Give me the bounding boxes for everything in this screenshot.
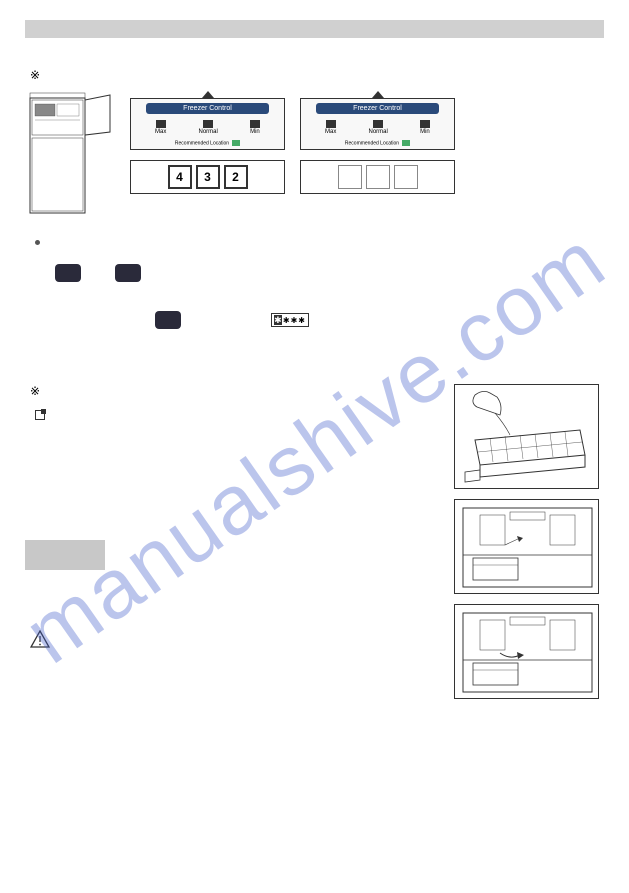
panel-b-max-text: Max [325,129,336,135]
dark-chip-3 [155,311,181,329]
header-bar [25,20,604,38]
num-box-a-1: 3 [196,165,220,189]
ice-tray-illustration [454,384,599,489]
panel-a-max-text: Max [155,129,166,135]
top-illustration-row: Freezer Control Max Normal Min [25,90,604,220]
number-boxes-b [300,160,455,194]
panel-a-label-min: Min [250,120,260,135]
panel-b-label-normal: Normal [368,120,387,135]
lower-left-column: ※ [25,384,434,699]
panel-a-label-max: Max [155,120,166,135]
page-container: manualshive.com ※ Freezer Control [0,0,629,893]
panel-a-title: Freezer Control [146,103,269,114]
num-box-a-2: 2 [224,165,248,189]
control-panel-a-wrap: Freezer Control Max Normal Min [130,90,285,194]
warning-icon [30,630,434,648]
square-marker [35,410,45,420]
panel-b-normal-text: Normal [368,129,387,135]
panel-b-labels: Max Normal Min [301,118,454,137]
asterisk-marker-2: ※ [30,384,434,398]
control-panel-b-wrap: Freezer Control Max Normal Min [300,90,455,194]
panel-b-arrow [372,91,384,98]
panel-a-normal-text: Normal [198,129,217,135]
compartment-illustration-1 [454,499,599,594]
lower-section: ※ [25,384,604,699]
dark-chip-1 [55,264,81,282]
panel-a-label-normal: Normal [198,120,217,135]
panel-a-min-text: Min [250,129,260,135]
snow-dots: ✱✱✱ [283,316,306,325]
panel-b-footer: Recommended Location [301,137,454,149]
panel-b-min-text: Min [420,129,430,135]
panel-b-label-min: Min [420,120,430,135]
snowflake-rating-icon: ✱ ✱✱✱ [271,313,309,327]
panel-a-arrow [202,91,214,98]
num-box-b-2 [394,165,418,189]
lower-right-column [454,384,604,699]
panel-b-label-max: Max [325,120,336,135]
num-box-a-0: 4 [168,165,192,189]
compartment-illustration-2 [454,604,599,699]
panel-a-footer: Recommended Location [131,137,284,149]
asterisk-marker-1: ※ [30,68,604,82]
snow-star: ✱ [274,315,282,325]
inline-chip-row: ✱ ✱✱✱ [155,311,604,329]
num-box-b-1 [366,165,390,189]
number-boxes-a: 4 3 2 [130,160,285,194]
freezer-control-panel-b: Freezer Control Max Normal Min [300,98,455,150]
dark-chip-2 [115,264,141,282]
panel-b-title: Freezer Control [316,103,439,114]
num-box-b-0 [338,165,362,189]
freezer-control-panel-a: Freezer Control Max Normal Min [130,98,285,150]
gray-patch [25,540,105,570]
panel-a-labels: Max Normal Min [131,118,284,137]
fridge-illustration [25,90,115,220]
bullet-marker [35,240,40,245]
